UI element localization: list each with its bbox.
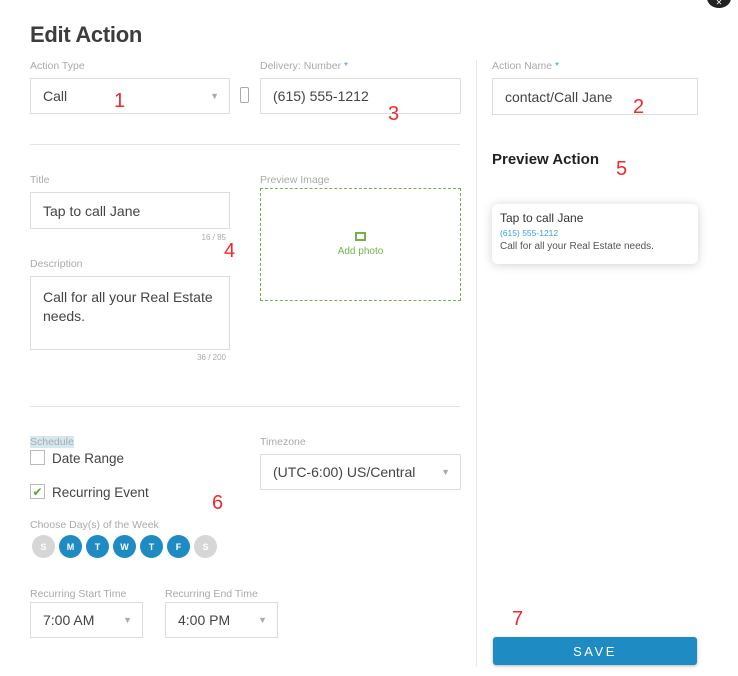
description-textarea[interactable]: Call for all your Real Estate needs. [30, 276, 230, 350]
divider-vertical [476, 60, 477, 666]
action-type-label: Action Type [30, 60, 85, 72]
action-type-value: Call [43, 88, 68, 104]
date-range-label: Date Range [52, 451, 125, 466]
delivery-label: Delivery: Number * [260, 60, 349, 72]
chevron-down-icon: ▼ [210, 91, 219, 101]
day-toggle[interactable]: T [86, 535, 109, 558]
annotation-5: 5 [616, 158, 628, 180]
photo-icon [355, 232, 366, 241]
title-char-count: 16 / 85 [201, 233, 226, 242]
divider [30, 406, 460, 407]
save-button[interactable]: SAVE [493, 637, 697, 665]
description-label: Description [30, 258, 83, 270]
start-time-select[interactable]: 7:00 AM ▼ [30, 602, 143, 638]
preview-number: (615) 555-1212 [500, 228, 559, 238]
start-time-label: Recurring Start Time [30, 588, 127, 600]
days-label: Choose Day(s) of the Week [30, 519, 159, 531]
date-range-checkbox[interactable] [30, 450, 45, 465]
preview-heading: Preview Action [492, 151, 599, 168]
page-title: Edit Action [30, 22, 142, 47]
annotation-6: 6 [212, 492, 224, 514]
preview-image-label: Preview Image [260, 174, 330, 186]
end-time-value: 4:00 PM [178, 612, 231, 628]
annotation-4: 4 [224, 240, 236, 262]
timezone-select[interactable]: (UTC-6:00) US/Central ▼ [260, 454, 461, 490]
divider [30, 144, 460, 145]
chevron-down-icon: ▼ [441, 467, 450, 477]
chevron-down-icon: ▼ [258, 615, 267, 625]
annotation-3: 3 [388, 103, 400, 125]
start-time-value: 7:00 AM [43, 612, 95, 628]
preview-card: Tap to call Jane (615) 555-1212 Call for… [492, 204, 698, 264]
close-icon: ✕ [715, 0, 723, 7]
day-toggle[interactable]: S [32, 535, 55, 558]
add-photo-dropzone[interactable]: Add photo [260, 188, 461, 301]
recurring-event-label: Recurring Event [52, 485, 149, 500]
action-name-label: Action Name * [492, 60, 560, 72]
annotation-2: 2 [633, 96, 645, 118]
action-name-input[interactable]: contact/Call Jane [492, 78, 698, 115]
check-icon: ✔ [32, 484, 43, 499]
day-toggle[interactable]: S [194, 535, 217, 558]
delivery-number-input[interactable]: (615) 555-1212 [260, 78, 461, 114]
description-char-count: 36 / 200 [197, 353, 226, 362]
annotation-1: 1 [114, 90, 126, 112]
day-toggle[interactable]: W [113, 535, 136, 558]
annotation-7: 7 [512, 608, 524, 630]
title-input[interactable]: Tap to call Jane [30, 192, 230, 229]
title-label: Title [30, 174, 50, 186]
preview-description: Call for all your Real Estate needs. [500, 241, 654, 252]
timezone-label: Timezone [260, 436, 306, 448]
end-time-select[interactable]: 4:00 PM ▼ [165, 602, 278, 638]
add-photo-label: Add photo [337, 246, 384, 257]
phone-icon [240, 87, 249, 103]
action-type-select[interactable]: Call ▼ [30, 78, 230, 114]
chevron-down-icon: ▼ [123, 615, 132, 625]
preview-title: Tap to call Jane [500, 211, 584, 225]
day-toggle[interactable]: F [167, 535, 190, 558]
close-button[interactable]: ✕ [707, 0, 731, 8]
day-toggle[interactable]: M [59, 535, 82, 558]
day-toggle[interactable]: T [140, 535, 163, 558]
end-time-label: Recurring End Time [165, 588, 258, 600]
recurring-event-checkbox[interactable]: ✔ [30, 484, 45, 499]
timezone-value: (UTC-6:00) US/Central [273, 464, 416, 480]
schedule-label: Schedule [30, 436, 74, 448]
